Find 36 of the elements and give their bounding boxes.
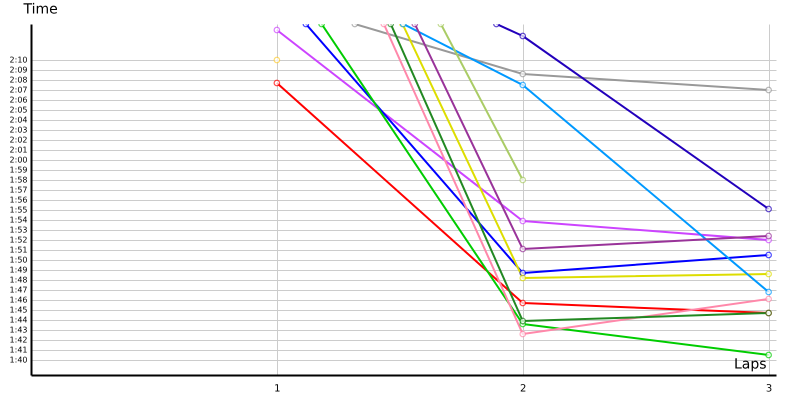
y-tick-label: 1:56 xyxy=(10,196,28,204)
y-tick-label: 1:50 xyxy=(10,256,28,264)
y-tick-label: 1:51 xyxy=(10,246,28,254)
y-tick-label: 1:45 xyxy=(10,306,28,314)
y-tick-label: 1:41 xyxy=(10,346,28,354)
y-tick-label: 1:55 xyxy=(10,206,28,214)
x-tick-label: 1 xyxy=(274,384,281,394)
y-tick-label: 2:00 xyxy=(10,156,28,164)
y-tick-label: 1:47 xyxy=(10,286,28,294)
y-tick-label: 1:40 xyxy=(10,356,28,364)
x-axis-title: Laps xyxy=(734,356,766,372)
y-tick-label: 2:08 xyxy=(10,76,28,84)
x-tick-label: 3 xyxy=(766,384,772,394)
y-tick-label: 2:07 xyxy=(10,86,28,94)
y-tick-label: 2:03 xyxy=(10,126,28,134)
y-tick-label: 2:06 xyxy=(10,96,28,104)
y-tick-label: 2:04 xyxy=(10,116,28,124)
y-tick-label: 2:09 xyxy=(10,66,28,74)
y-axis-title: Time xyxy=(22,2,58,18)
y-tick-label: 1:58 xyxy=(10,176,28,184)
x-tick-label: 2 xyxy=(520,384,526,394)
y-tick-label: 1:46 xyxy=(10,296,28,304)
y-tick-label: 1:44 xyxy=(10,316,28,324)
y-tick-label: 1:53 xyxy=(10,226,28,234)
y-tick-label: 1:48 xyxy=(10,276,28,284)
y-tick-label: 1:54 xyxy=(10,216,28,224)
y-tick-label: 2:01 xyxy=(10,146,28,154)
y-tick-label: 1:57 xyxy=(10,186,28,194)
y-tick-label: 2:10 xyxy=(10,56,28,64)
y-tick-label: 1:43 xyxy=(10,326,28,334)
y-tick-label: 2:02 xyxy=(10,136,28,144)
y-tick-label: 1:42 xyxy=(10,336,28,344)
y-tick-label: 1:49 xyxy=(10,266,28,274)
y-tick-label: 1:52 xyxy=(10,236,28,244)
y-tick-label: 1:59 xyxy=(10,166,28,174)
y-tick-label: 2:05 xyxy=(10,106,28,114)
